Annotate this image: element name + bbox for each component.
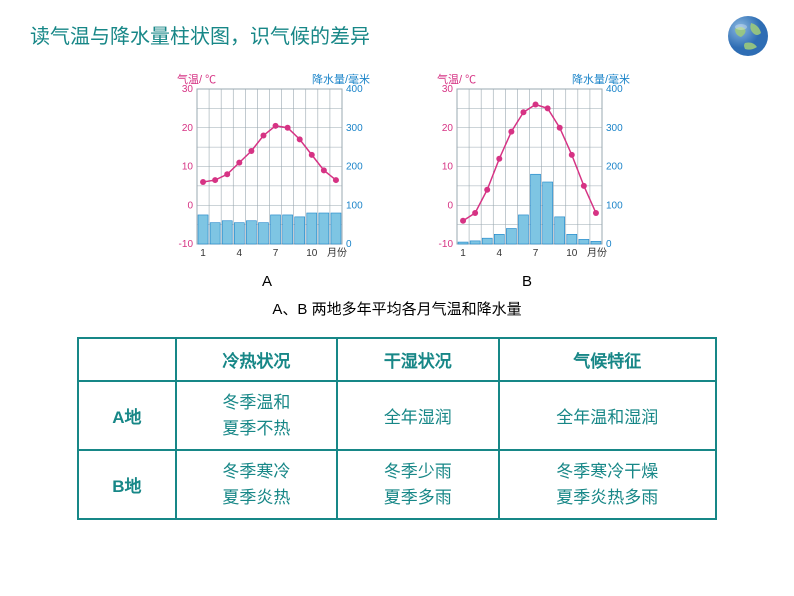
svg-text:30: 30 bbox=[442, 84, 454, 95]
chart-b-label: B bbox=[522, 273, 532, 290]
chart-a-label: A bbox=[262, 273, 272, 290]
svg-text:10: 10 bbox=[442, 162, 454, 173]
svg-text:200: 200 bbox=[606, 162, 623, 173]
summary-table: 冷热状况 干湿状况 气候特征 A地冬季温和夏季不热全年湿润全年温和湿润B地冬季寒… bbox=[77, 337, 717, 520]
svg-text:-10: -10 bbox=[439, 239, 454, 250]
svg-text:30: 30 bbox=[182, 84, 194, 95]
svg-text:200: 200 bbox=[346, 162, 363, 173]
table-row: B地冬季寒冷夏季炎热冬季少雨夏季多雨冬季寒冷干燥夏季炎热多雨 bbox=[78, 450, 716, 519]
svg-text:4: 4 bbox=[237, 248, 243, 259]
cell: 冬季温和夏季不热 bbox=[176, 381, 337, 450]
table-row: A地冬季温和夏季不热全年湿润全年温和湿润 bbox=[78, 381, 716, 450]
row-label: A地 bbox=[78, 381, 176, 450]
svg-text:300: 300 bbox=[346, 123, 363, 134]
page-title: 读气温与降水量柱状图，识气候的差异 bbox=[30, 20, 764, 49]
row-label: B地 bbox=[78, 450, 176, 519]
cell: 全年温和湿润 bbox=[499, 381, 716, 450]
charts-container: 气温/ ℃降水量/毫米-100102030010020030040014710月… bbox=[30, 69, 764, 290]
svg-text:20: 20 bbox=[442, 123, 454, 134]
svg-text:4: 4 bbox=[497, 248, 503, 259]
svg-text:-10: -10 bbox=[179, 239, 194, 250]
svg-text:月份: 月份 bbox=[327, 247, 347, 259]
svg-text:400: 400 bbox=[606, 84, 623, 95]
svg-text:1: 1 bbox=[460, 248, 466, 259]
svg-text:10: 10 bbox=[182, 162, 194, 173]
svg-text:100: 100 bbox=[346, 200, 363, 211]
chart-b: 气温/ ℃降水量/毫米-100102030010020030040014710月… bbox=[417, 69, 637, 269]
cell: 冬季少雨夏季多雨 bbox=[337, 450, 498, 519]
svg-text:100: 100 bbox=[606, 200, 623, 211]
svg-text:300: 300 bbox=[606, 123, 623, 134]
caption: A、B 两地多年平均各月气温和降水量 bbox=[30, 298, 764, 319]
chart-a: 气温/ ℃降水量/毫米-100102030010020030040014710月… bbox=[157, 69, 377, 269]
th-blank bbox=[78, 338, 176, 381]
svg-text:月份: 月份 bbox=[587, 247, 607, 259]
svg-text:7: 7 bbox=[273, 248, 279, 259]
chart-b-block: 气温/ ℃降水量/毫米-100102030010020030040014710月… bbox=[417, 69, 637, 290]
svg-text:0: 0 bbox=[187, 200, 193, 211]
table-header-row: 冷热状况 干湿状况 气候特征 bbox=[78, 338, 716, 381]
chart-a-block: 气温/ ℃降水量/毫米-100102030010020030040014710月… bbox=[157, 69, 377, 290]
cell: 冬季寒冷干燥夏季炎热多雨 bbox=[499, 450, 716, 519]
th-feature: 气候特征 bbox=[499, 338, 716, 381]
cell: 全年湿润 bbox=[337, 381, 498, 450]
th-drywet: 干湿状况 bbox=[337, 338, 498, 381]
svg-text:10: 10 bbox=[566, 248, 578, 259]
svg-text:0: 0 bbox=[447, 200, 453, 211]
svg-text:10: 10 bbox=[306, 248, 318, 259]
th-coldhot: 冷热状况 bbox=[176, 338, 337, 381]
svg-text:7: 7 bbox=[533, 248, 539, 259]
cell: 冬季寒冷夏季炎热 bbox=[176, 450, 337, 519]
globe-icon bbox=[727, 15, 769, 57]
svg-text:1: 1 bbox=[200, 248, 206, 259]
svg-text:20: 20 bbox=[182, 123, 194, 134]
svg-text:400: 400 bbox=[346, 84, 363, 95]
